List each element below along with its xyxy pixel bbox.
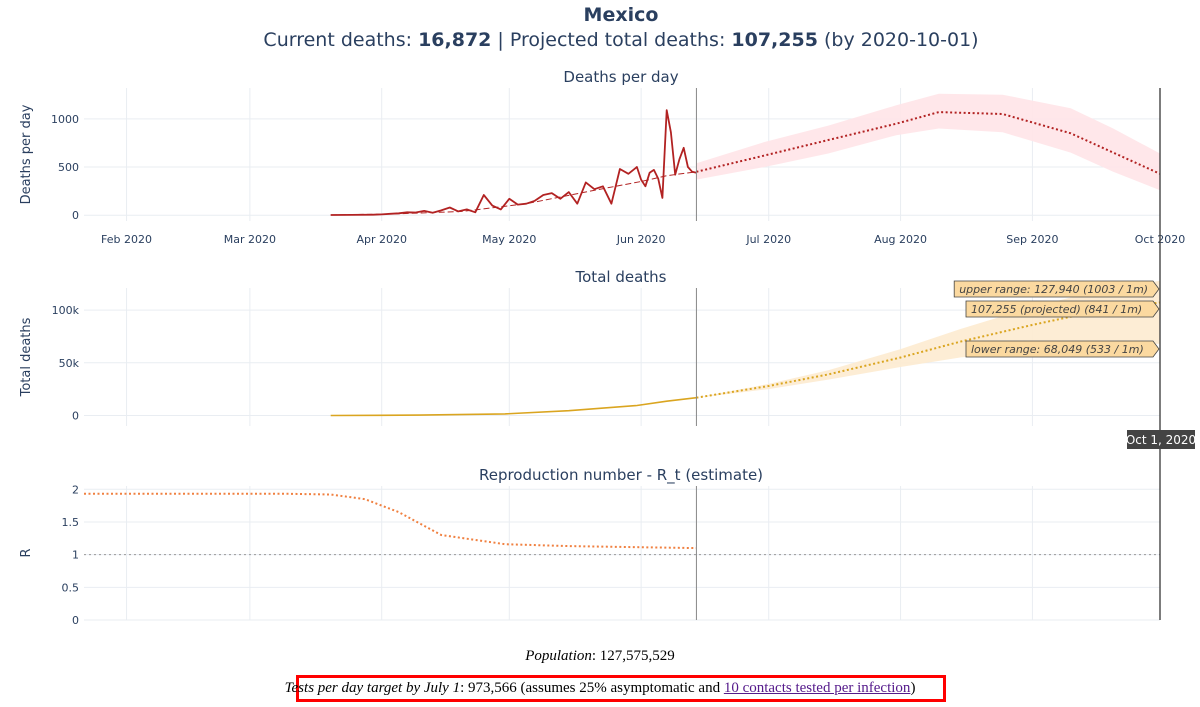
hover-date-box xyxy=(1127,430,1195,449)
tests-target-value: : 973,566 (assumes 25% asymptomatic and xyxy=(460,680,724,696)
series-line-dotted xyxy=(696,301,1161,399)
y-tick-label: 0.5 xyxy=(62,581,80,594)
tests-highlight-box xyxy=(296,675,946,702)
panel-title: Reproduction number - R_t (estimate) xyxy=(479,466,763,485)
series-line-solid xyxy=(330,396,697,417)
series-line-dotted xyxy=(84,492,697,550)
subtitle-separator: | xyxy=(491,29,509,51)
hover-annotation-box xyxy=(965,300,1160,318)
panel-3: 0 0.5 1 1.5 2 Reproduction number - R_t (esti… xyxy=(19,466,1160,627)
hover-annotation-label: upper range: 127,940 (1003 / 1m) xyxy=(959,283,1148,296)
panel-2: 0 50k 100k Total deaths Total deaths upper ra… xyxy=(19,268,1161,426)
hover-annotation-box xyxy=(953,280,1160,298)
panel-title: Total deaths xyxy=(575,268,667,286)
x-tick-label: Jul 2020 xyxy=(745,233,791,246)
chart-subtitle: Current deaths: 16,872 | Projected total… xyxy=(263,29,978,51)
current-deaths-value: 16,872 xyxy=(418,29,491,51)
series-line-dashed xyxy=(330,171,697,216)
chart-country-title: Mexico xyxy=(584,4,659,26)
y-axis-label: R xyxy=(19,548,34,557)
x-tick-label: Mar 2020 xyxy=(224,233,276,246)
hover-annotation-box xyxy=(965,340,1160,358)
projected-deaths-label: Projected total deaths: xyxy=(510,29,732,51)
panel-1: 0 500 1000 Deaths per day Deaths per day Feb … xyxy=(19,68,1185,246)
y-tick-label: 2 xyxy=(72,483,79,496)
y-tick-label: 1.5 xyxy=(62,516,80,529)
population-value: : 127,575,529 xyxy=(591,648,675,664)
confidence-band xyxy=(696,93,1160,191)
current-deaths-label: Current deaths: xyxy=(263,29,418,51)
chart-panels: 0 500 1000 Deaths per day Deaths per day Feb … xyxy=(19,68,1196,627)
covid-projection-chart: Mexico Current deaths: 16,872 | Projecte… xyxy=(19,4,1196,627)
contacts-link[interactable]: 10 contacts tested per infection xyxy=(723,680,911,696)
hover-date-label: Oct 1, 2020 xyxy=(1126,433,1196,447)
projected-deaths-value: 107,255 xyxy=(731,29,818,51)
hover-annotation-label: 107,255 (projected) (841 / 1m) xyxy=(971,303,1142,316)
x-tick-label: Aug 2020 xyxy=(874,233,927,246)
tests-target-close: ) xyxy=(910,680,916,696)
x-tick-label: Feb 2020 xyxy=(101,233,152,246)
y-axis-label: Total deaths xyxy=(19,317,34,397)
panel-title: Deaths per day xyxy=(563,68,678,86)
y-tick-label: 100k xyxy=(52,304,80,317)
series-line-solid xyxy=(330,109,697,216)
projection-date: (by 2020-10-01) xyxy=(818,29,979,51)
y-tick-label: 50k xyxy=(59,357,80,370)
tests-target-label: Tests per day target by July 1 xyxy=(284,680,461,696)
series-line-dotted xyxy=(696,111,1161,175)
tests-target-line: Tests per day target by July 1: 973,566 … xyxy=(0,680,1200,697)
y-tick-label: 0 xyxy=(72,409,79,422)
population-label: Population xyxy=(525,648,592,664)
y-tick-label: 0 xyxy=(72,614,79,627)
hover-annotation-label: lower range: 68,049 (533 / 1m) xyxy=(971,343,1144,356)
x-tick-label: Sep 2020 xyxy=(1006,233,1058,246)
y-tick-label: 1000 xyxy=(51,113,79,126)
x-tick-label: Jun 2020 xyxy=(616,233,666,246)
confidence-band xyxy=(696,280,1160,398)
x-tick-label: May 2020 xyxy=(482,233,536,246)
y-tick-label: 0 xyxy=(72,209,79,222)
y-axis-label: Deaths per day xyxy=(19,104,34,204)
x-tick-label: Apr 2020 xyxy=(356,233,407,246)
y-tick-label: 500 xyxy=(58,161,79,174)
population-line: Population: 127,575,529 xyxy=(0,648,1200,665)
y-tick-label: 1 xyxy=(72,549,79,562)
